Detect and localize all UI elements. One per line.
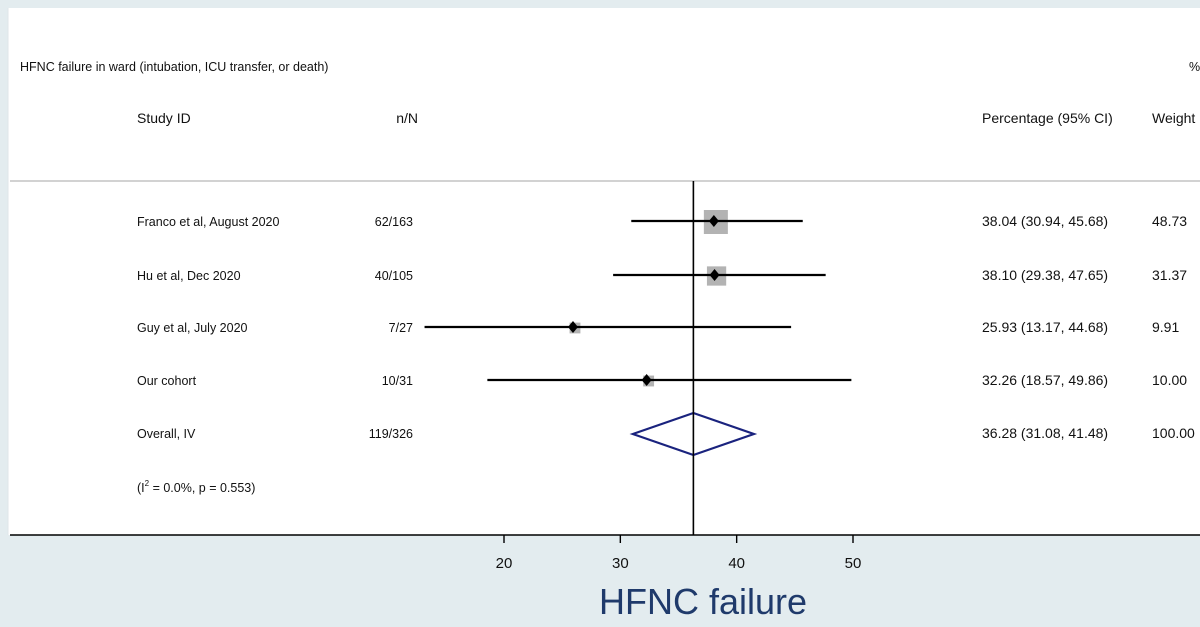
overall-diamond — [629, 411, 758, 457]
study-nN: 10/31 — [382, 374, 413, 388]
col-header-weight: Weight — [1152, 110, 1195, 126]
study-label: Our cohort — [137, 374, 197, 388]
study-ci-text: 25.93 (13.17, 44.68) — [982, 319, 1108, 335]
study-point-estimate — [641, 374, 652, 386]
chart-title: HFNC failure in ward (intubation, ICU tr… — [20, 60, 328, 74]
study-row: Hu et al, Dec 2020 40/105 38.10 (29.38, 47… — [137, 266, 1187, 286]
study-weight-text: 9.91 — [1152, 319, 1179, 335]
study-row: Franco et al, August 2020 62/163 38.04 (30… — [137, 210, 1187, 234]
overall-row: Overall, IV 119/326 36.28 (31.08, 41.48)… — [137, 411, 1195, 457]
title-right-mark: % — [1189, 60, 1200, 74]
study-weight-text: 10.00 — [1152, 372, 1187, 388]
study-label: Hu et al, Dec 2020 — [137, 269, 241, 283]
study-rows: Franco et al, August 2020 62/163 38.04 (30… — [137, 210, 1187, 388]
study-nN: 62/163 — [375, 215, 413, 229]
study-point-estimate — [708, 215, 719, 227]
x-tick-label: 20 — [496, 555, 513, 572]
study-weight-text: 48.73 — [1152, 213, 1187, 229]
col-header-pct: Percentage (95% CI) — [982, 110, 1113, 126]
study-point-estimate — [709, 269, 720, 281]
study-ci-text: 32.26 (18.57, 49.86) — [982, 372, 1108, 388]
x-tick-label: 50 — [845, 555, 862, 572]
overall-weight-text: 100.00 — [1152, 425, 1195, 441]
col-header-study: Study ID — [137, 110, 191, 126]
study-ci-text: 38.10 (29.38, 47.65) — [982, 267, 1108, 283]
study-ci-text: 38.04 (30.94, 45.68) — [982, 213, 1108, 229]
x-axis-label: HFNC failure — [599, 581, 807, 622]
study-weight-text: 31.37 — [1152, 267, 1187, 283]
study-row: Our cohort 10/31 32.26 (18.57, 49.86) 10.00 — [137, 372, 1187, 388]
overall-ci-text: 36.28 (31.08, 41.48) — [982, 425, 1108, 441]
overall-nN: 119/326 — [369, 427, 413, 441]
x-tick-label: 40 — [728, 555, 745, 572]
study-label: Guy et al, July 2020 — [137, 321, 248, 335]
col-header-nN: n/N — [396, 110, 418, 126]
study-row: Guy et al, July 2020 7/27 25.93 (13.17, 44… — [137, 319, 1179, 335]
heterogeneity-sup: 2 — [145, 479, 150, 488]
x-axis-ticks: 20 30 40 50 — [496, 535, 862, 572]
heterogeneity-prefix: (I — [137, 481, 145, 495]
study-label: Franco et al, August 2020 — [137, 215, 280, 229]
study-nN: 40/105 — [375, 269, 413, 283]
overall-label: Overall, IV — [137, 427, 196, 441]
x-tick-label: 30 — [612, 555, 629, 572]
study-nN: 7/27 — [389, 321, 413, 335]
heterogeneity-suffix: = 0.0%, p = 0.553) — [149, 481, 255, 495]
heterogeneity-stat: (I2 = 0.0%, p = 0.553) — [137, 479, 255, 495]
plot-panel — [8, 8, 1200, 535]
study-point-estimate — [567, 321, 578, 333]
